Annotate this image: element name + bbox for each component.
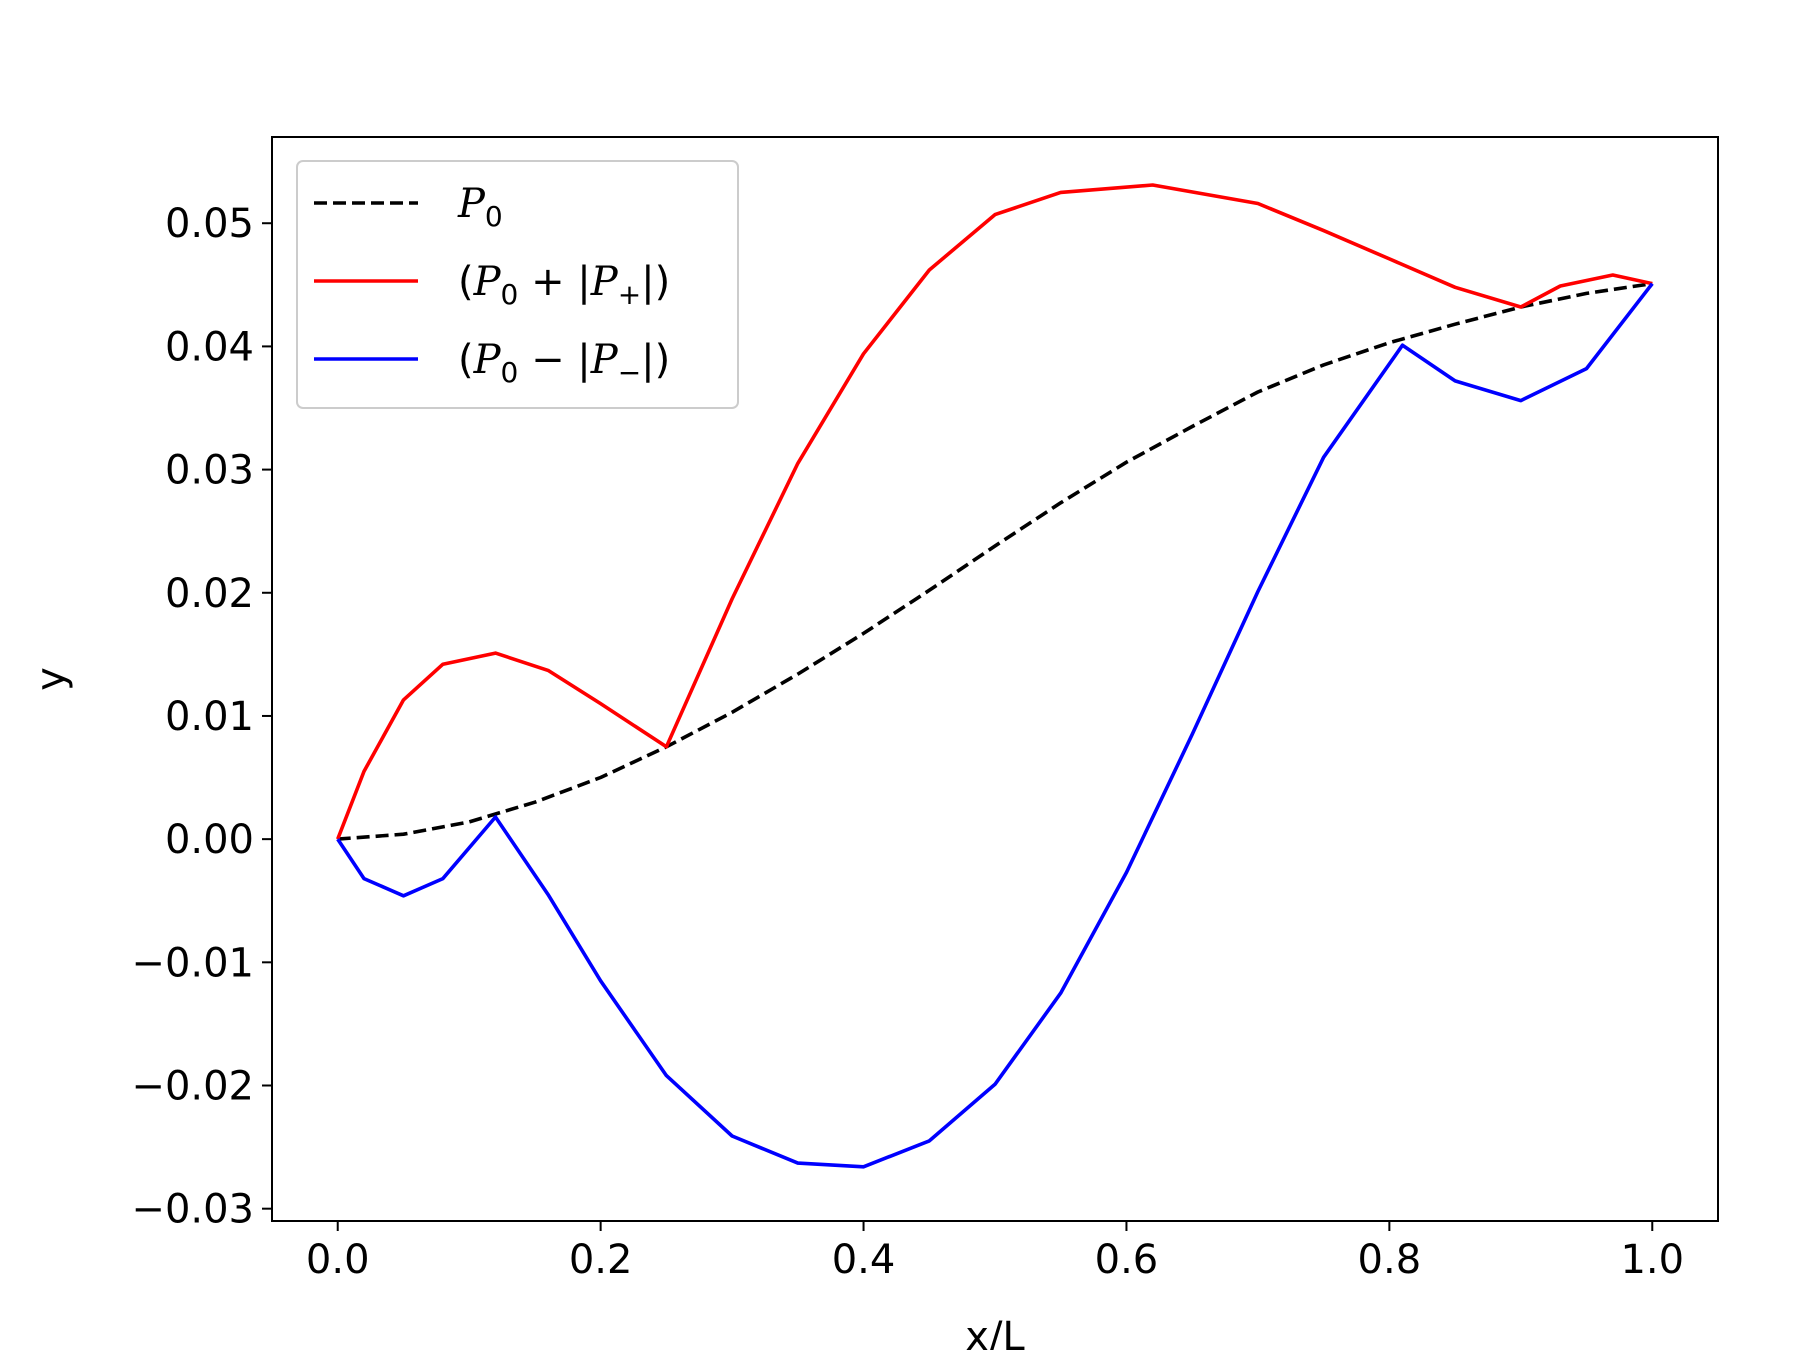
series-line-1 (336, 183, 1653, 840)
legend-label-2: (P0 − |P−|) (458, 337, 670, 389)
x-tick-label: 0.8 (1358, 1237, 1422, 1283)
legend: P0 (P0 + |P+|) (P0 − |P−|) (296, 160, 739, 409)
y-axis: −0.03 −0.02 −0.01 0.00 0.01 0.02 0.03 0.04 0.05 (131, 201, 272, 1233)
legend-label-1: (P0 + |P+|) (458, 259, 670, 311)
series-line-2 (336, 282, 1654, 1169)
series-layer (336, 183, 1654, 1169)
y-tick-label: −0.01 (131, 940, 254, 986)
plot-frame (271, 136, 1719, 1222)
x-tick-label: 0.0 (306, 1237, 370, 1283)
y-tick-label: 0.01 (165, 694, 254, 740)
y-tick-label: −0.02 (131, 1064, 254, 1110)
y-tick-label: 0.04 (165, 324, 254, 370)
x-axis-label: x/L (965, 1314, 1025, 1350)
legend-label-0: P0 (457, 181, 503, 233)
y-tick-label: 0.03 (165, 448, 254, 494)
x-axis: 0.0 0.2 0.4 0.6 0.8 1.0 (306, 1221, 1684, 1283)
x-tick-label: 0.6 (1095, 1237, 1159, 1283)
x-tick-label: 0.4 (832, 1237, 896, 1283)
x-tick-label: 0.2 (569, 1237, 633, 1283)
y-tick-label: 0.00 (165, 817, 254, 863)
x-tick-label: 1.0 (1620, 1237, 1684, 1283)
y-tick-label: −0.03 (131, 1187, 254, 1233)
y-tick-label: 0.05 (165, 201, 254, 247)
y-axis-label: y (28, 667, 74, 691)
series-line-0 (337, 281, 1653, 841)
legend-frame (296, 160, 739, 409)
y-tick-label: 0.02 (165, 571, 254, 617)
